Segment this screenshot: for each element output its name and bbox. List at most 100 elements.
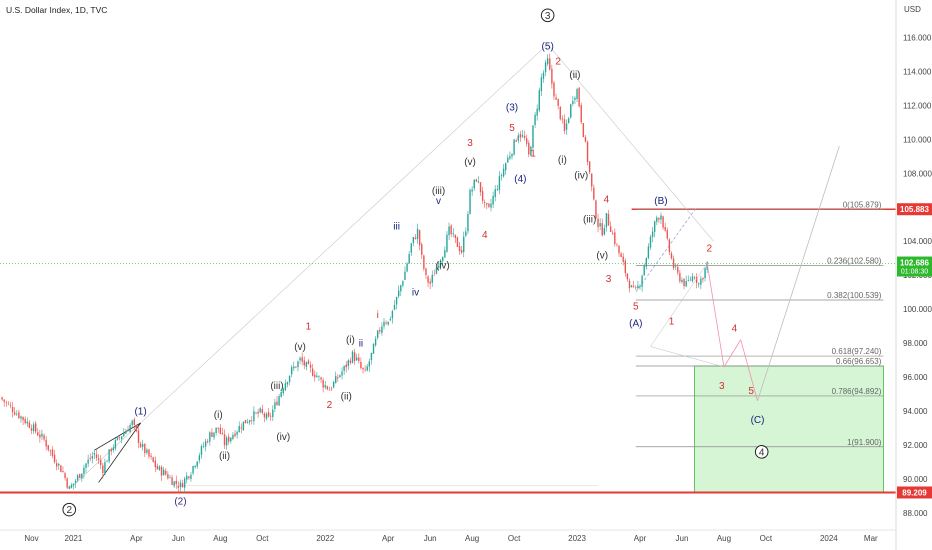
candle-body — [645, 258, 647, 267]
candle-body — [612, 233, 614, 234]
y-tick-label: 114.000 — [903, 67, 932, 76]
candle-body — [353, 352, 356, 361]
candle-body — [305, 362, 308, 367]
candle-body — [496, 189, 499, 190]
candle-body — [515, 140, 517, 142]
candle-body — [186, 475, 188, 480]
candle-body — [154, 460, 156, 468]
candle-body — [683, 278, 685, 287]
candle-body — [494, 189, 496, 198]
candle-body — [593, 187, 595, 200]
candle-body — [607, 214, 610, 226]
candle-body — [647, 246, 650, 259]
projection-line — [650, 346, 725, 368]
candle-body — [351, 351, 354, 363]
y-tick-label: 88.000 — [903, 509, 928, 518]
candle-body — [299, 358, 301, 361]
y-tick-label: 96.000 — [903, 373, 928, 382]
candle-body — [179, 482, 182, 488]
candle-body — [116, 436, 119, 440]
candle-body — [108, 449, 110, 462]
candle-body — [473, 179, 475, 189]
candle-body — [620, 253, 622, 258]
x-tick-label: Aug — [717, 534, 731, 543]
candle-body — [467, 213, 469, 232]
candle-body — [228, 436, 230, 442]
candle-body — [687, 280, 689, 281]
candle-body — [609, 226, 612, 233]
candle-body — [702, 277, 704, 280]
candle-body — [70, 485, 73, 488]
candle-body — [190, 474, 192, 479]
candle-body — [605, 213, 608, 228]
candle-body — [395, 297, 398, 305]
candle-body — [64, 473, 66, 478]
candle-body — [167, 474, 169, 479]
candle-body — [662, 216, 664, 228]
candle-body — [362, 367, 364, 370]
candle-body — [221, 432, 224, 434]
wave-label: (v) — [596, 250, 608, 261]
candle-body — [62, 470, 64, 472]
wave-label: (iv) — [574, 170, 588, 181]
candle-body — [544, 62, 547, 73]
candle-body — [272, 409, 274, 417]
candle-body — [511, 153, 513, 157]
candle-body — [274, 402, 276, 409]
wave-label: (ii) — [569, 70, 580, 81]
candle-body — [125, 431, 127, 434]
candle-body — [492, 195, 494, 205]
candle-body — [141, 444, 144, 447]
candle-body — [314, 374, 316, 378]
wave-label: (C) — [751, 415, 765, 426]
wave-label: (B) — [654, 196, 667, 207]
candle-body — [106, 461, 108, 463]
candle-body — [534, 114, 536, 126]
candle-body — [129, 425, 131, 432]
candle-body — [574, 97, 576, 100]
candle-body — [700, 278, 702, 285]
candle-body — [209, 432, 211, 442]
candle-body — [339, 375, 341, 378]
candle-body — [641, 275, 643, 287]
projection-line — [740, 339, 758, 402]
candle-body — [528, 142, 530, 155]
candle-body — [523, 135, 526, 138]
candle-body — [137, 430, 140, 443]
candle-body — [343, 365, 345, 371]
candle-body — [450, 225, 452, 235]
candle-body — [175, 480, 177, 485]
current-price-tag: 102.686 — [900, 259, 929, 268]
candle-body — [341, 371, 343, 376]
candle-body — [24, 418, 26, 424]
candle-body — [381, 326, 383, 333]
trend-guide — [69, 43, 548, 490]
wave-label: 4 — [759, 447, 765, 458]
wave-label: ii — [359, 339, 363, 350]
candle-body — [133, 419, 135, 425]
candle-body — [255, 412, 257, 414]
candle-body — [267, 412, 270, 417]
candle-body — [402, 281, 404, 286]
x-tick-label: Oct — [508, 534, 521, 543]
candle-body — [576, 89, 578, 100]
candle-body — [681, 280, 683, 283]
candle-body — [622, 256, 624, 262]
candle-body — [177, 485, 180, 488]
wave-label: (v) — [464, 157, 476, 168]
fib-label: 0.66(96.653) — [836, 357, 882, 366]
candle-body — [198, 455, 201, 461]
candle-body — [555, 97, 557, 100]
candle-body — [45, 439, 47, 447]
candle-body — [546, 58, 549, 64]
candle-body — [22, 416, 24, 421]
wave-label: (iv) — [276, 432, 290, 443]
candle-body — [118, 437, 121, 438]
candle-body — [257, 411, 259, 414]
candle-body — [519, 134, 522, 138]
candle-body — [423, 255, 425, 269]
candle-body — [448, 226, 450, 236]
fib-label: 0(105.879) — [843, 200, 882, 209]
candle-body — [39, 434, 41, 438]
